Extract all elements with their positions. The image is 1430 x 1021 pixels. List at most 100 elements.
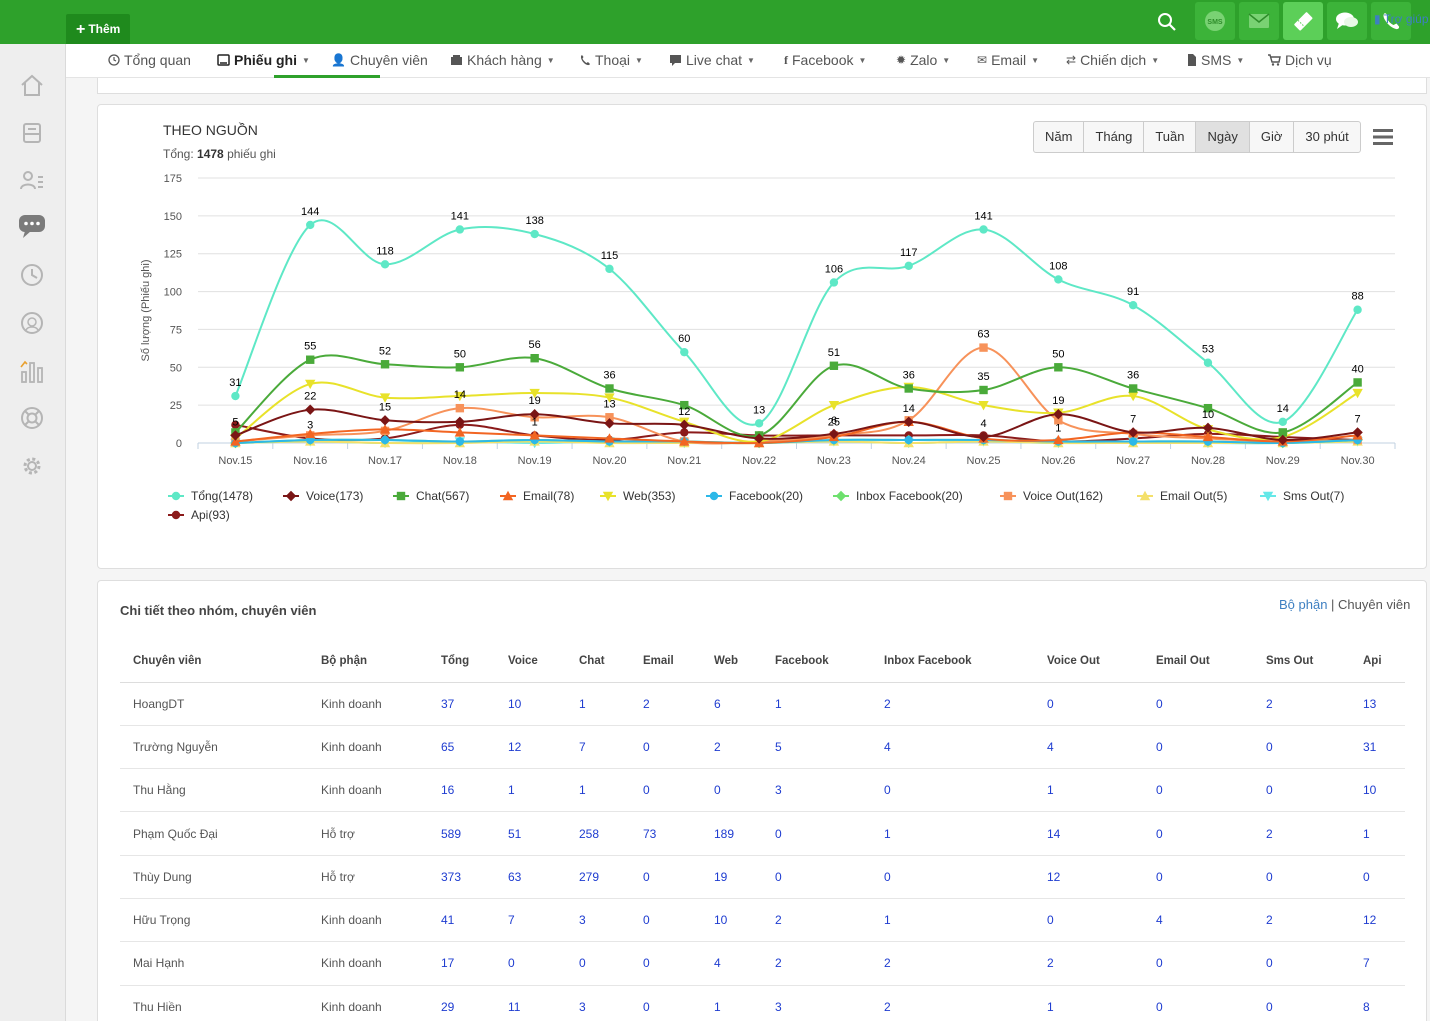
count-cell[interactable]: 7: [1350, 941, 1405, 986]
count-cell[interactable]: 65: [428, 725, 495, 770]
count-cell[interactable]: 12: [495, 725, 566, 770]
support-agent-nav[interactable]: [18, 309, 46, 337]
sms-button[interactable]: SMS: [1195, 2, 1235, 40]
chat-button[interactable]: [1327, 2, 1367, 40]
count-cell[interactable]: 1: [566, 682, 630, 726]
count-cell[interactable]: 279: [566, 855, 630, 899]
count-cell[interactable]: 0: [1143, 941, 1253, 986]
count-cell[interactable]: 258: [566, 811, 630, 856]
count-cell[interactable]: 0: [630, 768, 701, 813]
tab-email[interactable]: ✉ Email ▼: [977, 52, 1039, 68]
count-cell[interactable]: 4: [1034, 725, 1143, 770]
count-cell[interactable]: 0: [1034, 898, 1143, 943]
phone-button[interactable]: [1371, 2, 1411, 40]
count-cell[interactable]: 2: [871, 941, 1034, 986]
add-button[interactable]: + Thêm: [66, 14, 131, 44]
history-nav[interactable]: [18, 261, 46, 289]
count-cell[interactable]: 1: [495, 768, 566, 813]
tab-customers[interactable]: Khách hàng ▼: [450, 52, 555, 68]
count-cell[interactable]: 16: [428, 768, 495, 813]
count-cell[interactable]: 0: [1143, 682, 1253, 726]
chat-nav[interactable]: [18, 212, 46, 240]
count-cell[interactable]: 2: [1253, 682, 1350, 726]
count-cell[interactable]: 2: [1253, 898, 1350, 943]
count-cell[interactable]: 2: [871, 682, 1034, 726]
count-cell[interactable]: 2: [1253, 811, 1350, 856]
count-cell[interactable]: 3: [762, 768, 871, 813]
count-cell[interactable]: 14: [1034, 811, 1143, 856]
tab-livechat[interactable]: Live chat ▼: [669, 52, 755, 68]
count-cell[interactable]: 0: [495, 941, 566, 986]
count-cell[interactable]: 19: [701, 855, 762, 899]
count-cell[interactable]: 0: [1143, 725, 1253, 770]
ticket-button[interactable]: [1283, 2, 1323, 40]
count-cell[interactable]: 0: [1143, 855, 1253, 899]
count-cell[interactable]: 3: [566, 898, 630, 943]
group-view-link[interactable]: Bộ phận: [1279, 597, 1328, 612]
count-cell[interactable]: 0: [1253, 985, 1350, 1021]
count-cell[interactable]: 63: [495, 855, 566, 899]
range-30min-button[interactable]: 30 phút: [1305, 129, 1349, 144]
tab-facebook[interactable]: f Facebook ▼: [784, 52, 866, 68]
count-cell[interactable]: 10: [701, 898, 762, 943]
count-cell[interactable]: 0: [871, 768, 1034, 813]
count-cell[interactable]: 29: [428, 985, 495, 1021]
count-cell[interactable]: 0: [1253, 855, 1350, 899]
count-cell[interactable]: 2: [701, 725, 762, 770]
count-cell[interactable]: 4: [871, 725, 1034, 770]
count-cell[interactable]: 2: [762, 898, 871, 943]
count-cell[interactable]: 31: [1350, 725, 1405, 770]
range-year-button[interactable]: Năm: [1034, 122, 1085, 152]
count-cell[interactable]: 10: [495, 682, 566, 726]
count-cell[interactable]: 6: [701, 682, 762, 726]
count-cell[interactable]: 2: [1034, 941, 1143, 986]
count-cell[interactable]: 1: [1350, 811, 1405, 856]
count-cell[interactable]: 373: [428, 855, 495, 899]
count-cell[interactable]: 0: [1253, 941, 1350, 986]
count-cell[interactable]: 0: [630, 855, 701, 899]
count-cell[interactable]: 1: [762, 682, 871, 726]
count-cell[interactable]: 589: [428, 811, 495, 856]
count-cell[interactable]: 0: [630, 941, 701, 986]
count-cell[interactable]: 0: [1143, 811, 1253, 856]
count-cell[interactable]: 12: [1034, 855, 1143, 899]
inbox-nav[interactable]: [18, 119, 46, 147]
tab-overview[interactable]: Tổng quan: [108, 52, 191, 68]
count-cell[interactable]: 0: [762, 855, 871, 899]
tab-services[interactable]: Dịch vụ: [1268, 52, 1332, 68]
count-cell[interactable]: 2: [871, 985, 1034, 1021]
range-week-button[interactable]: Tuần: [1144, 122, 1197, 152]
count-cell[interactable]: 0: [1143, 985, 1253, 1021]
count-cell[interactable]: 0: [566, 941, 630, 986]
count-cell[interactable]: 2: [762, 941, 871, 986]
count-cell[interactable]: 1: [1034, 768, 1143, 813]
count-cell[interactable]: 0: [1034, 682, 1143, 726]
contacts-nav[interactable]: [18, 166, 46, 194]
count-cell[interactable]: 37: [428, 682, 495, 726]
count-cell[interactable]: 0: [630, 985, 701, 1021]
count-cell[interactable]: 1: [1034, 985, 1143, 1021]
count-cell[interactable]: 4: [701, 941, 762, 986]
range-day-button[interactable]: Ngày: [1196, 122, 1250, 152]
help-link[interactable]: ▮ Trợ giúp: [1374, 12, 1429, 26]
hamburger-menu-icon[interactable]: [1373, 128, 1393, 146]
tab-sms[interactable]: SMS ▼: [1187, 52, 1244, 68]
count-cell[interactable]: 51: [495, 811, 566, 856]
count-cell[interactable]: 0: [871, 855, 1034, 899]
count-cell[interactable]: 1: [871, 898, 1034, 943]
count-cell[interactable]: 189: [701, 811, 762, 856]
tab-tickets[interactable]: Phiếu ghi ▼: [217, 52, 310, 68]
count-cell[interactable]: 17: [428, 941, 495, 986]
count-cell[interactable]: 5: [762, 725, 871, 770]
tab-campaign[interactable]: ⇄ Chiến dịch ▼: [1066, 52, 1159, 68]
tab-calls[interactable]: Thoại ▼: [580, 52, 643, 68]
count-cell[interactable]: 8: [1350, 985, 1405, 1021]
count-cell[interactable]: 0: [1253, 768, 1350, 813]
count-cell[interactable]: 0: [701, 768, 762, 813]
count-cell[interactable]: 0: [762, 811, 871, 856]
settings-nav[interactable]: [18, 452, 46, 480]
count-cell[interactable]: 7: [495, 898, 566, 943]
count-cell[interactable]: 1: [871, 811, 1034, 856]
email-button[interactable]: [1239, 2, 1279, 40]
count-cell[interactable]: 12: [1350, 898, 1405, 943]
